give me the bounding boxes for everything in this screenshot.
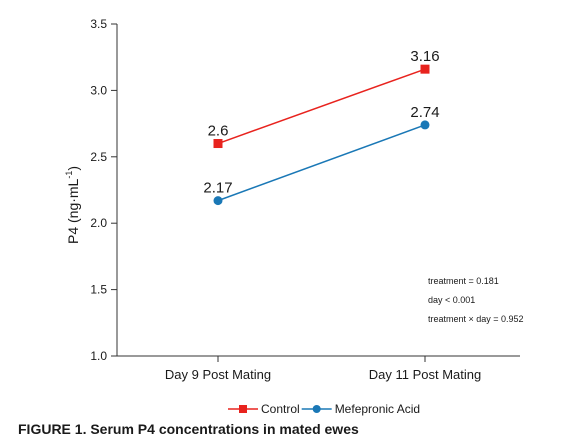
y-tick-label: 2.0 xyxy=(90,216,107,230)
y-axis-label: P4 (ng·mL-1) xyxy=(64,166,81,244)
series-line xyxy=(217,124,426,202)
axes xyxy=(116,24,520,357)
data-point xyxy=(213,139,223,149)
data-label: 3.16 xyxy=(410,48,439,65)
x-axis-ticks: Day 9 Post Mating Day 11 Post Mating xyxy=(165,356,481,382)
data-point xyxy=(420,64,430,74)
stats-annotation: day < 0.001 xyxy=(428,295,475,305)
legend-label: Mefepronic Acid xyxy=(335,402,420,416)
series-line xyxy=(217,68,426,145)
legend-marker xyxy=(239,405,247,413)
data-label: 2.6 xyxy=(208,123,229,140)
series-mefepronic-acid: 2.17 2.74 xyxy=(203,104,440,206)
y-axis-label-close: ) xyxy=(65,166,81,171)
y-axis-label-superscript: -1 xyxy=(64,171,74,179)
data-label: 2.74 xyxy=(410,104,439,121)
data-point xyxy=(213,196,223,206)
legend: Control Mefepronic Acid xyxy=(228,402,420,416)
y-tick-label: 2.5 xyxy=(90,150,107,164)
y-axis-ticks: 1.0 1.5 2.0 2.5 3.0 3.5 xyxy=(90,17,117,363)
x-tick-label: Day 9 Post Mating xyxy=(165,367,271,382)
data-label: 2.17 xyxy=(203,180,232,197)
legend-marker xyxy=(312,405,321,413)
y-tick-label: 1.0 xyxy=(90,349,107,363)
figure-caption: FIGURE 1. Serum P4 concentrations in mat… xyxy=(18,421,359,437)
stats-annotations: treatment = 0.181 day < 0.001 treatment × … xyxy=(428,276,524,324)
series-group: 2.6 3.16 2.17 2.74 xyxy=(203,48,440,206)
y-tick-label: 3.5 xyxy=(90,17,107,31)
x-tick-label: Day 11 Post Mating xyxy=(369,367,481,382)
y-axis-label-text: P4 (ng·mL xyxy=(65,178,81,244)
stats-annotation: treatment = 0.181 xyxy=(428,276,499,286)
data-point xyxy=(420,120,430,130)
series-control: 2.6 3.16 xyxy=(208,48,440,149)
y-tick-label: 3.0 xyxy=(90,83,107,97)
y-tick-label: 1.5 xyxy=(90,283,107,297)
stats-annotation: treatment × day = 0.952 xyxy=(428,314,524,324)
legend-label: Control xyxy=(261,402,300,416)
